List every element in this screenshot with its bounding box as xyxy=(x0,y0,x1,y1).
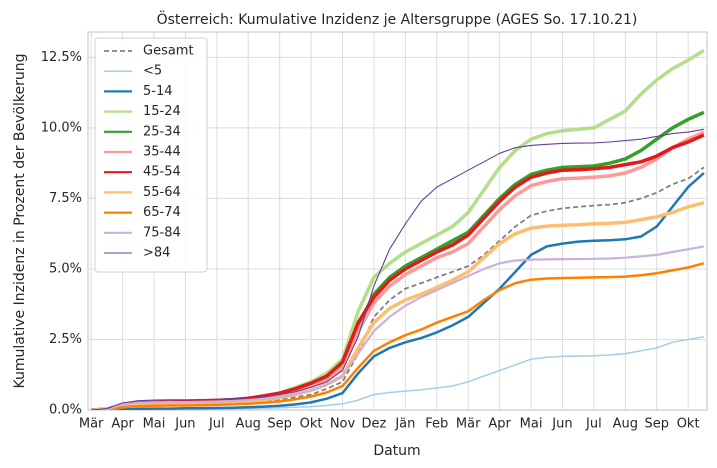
legend-label: 75-84 xyxy=(143,225,181,240)
x-tick-label: Mai xyxy=(143,417,166,432)
x-tick-label: Mär xyxy=(456,417,481,432)
y-tick-label: 10.0% xyxy=(41,120,82,135)
x-tick-label: Sep xyxy=(644,417,669,432)
x-tick-label: Jul xyxy=(208,417,225,432)
x-tick-label: Sep xyxy=(267,417,292,432)
x-tick-label: Jän xyxy=(394,417,415,432)
legend-label: >84 xyxy=(143,246,170,261)
x-tick-label: Jun xyxy=(174,417,195,432)
legend-label: Gesamt xyxy=(143,44,194,59)
x-tick-label: Dez xyxy=(362,417,387,432)
y-tick-label: 0.0% xyxy=(49,403,82,418)
series-line xyxy=(91,245,705,410)
y-axis-label: Kumulative Inzidenz in Prozent der Bevöl… xyxy=(12,54,28,389)
x-tick-label: Mai xyxy=(520,417,543,432)
plot-frame xyxy=(87,31,708,411)
legend-label: 65-74 xyxy=(143,205,181,220)
legend-label: 25-34 xyxy=(143,124,181,139)
legend-label: 35-44 xyxy=(143,145,181,160)
legend-label: <5 xyxy=(143,64,162,79)
y-tick-label: 7.5% xyxy=(49,191,82,206)
x-tick-label: Apr xyxy=(111,417,134,432)
y-tick-label: 2.5% xyxy=(49,332,82,347)
x-tick-label: Jun xyxy=(551,417,572,432)
legend-label: 15-24 xyxy=(143,104,181,119)
series-line xyxy=(91,335,705,410)
x-tick-label: Jul xyxy=(585,417,602,432)
series-line xyxy=(91,262,705,410)
legend-label: 45-54 xyxy=(143,165,181,180)
x-tick-label: Apr xyxy=(488,417,511,432)
y-tick-label: 12.5% xyxy=(41,50,82,65)
legend-label: 5-14 xyxy=(143,84,173,99)
x-tick-label: Mär xyxy=(79,417,104,432)
series-line xyxy=(91,128,704,410)
x-tick-label: Aug xyxy=(613,417,638,432)
series-line xyxy=(91,172,705,410)
legend-label: 55-64 xyxy=(143,185,181,200)
y-tick-label: 5.0% xyxy=(49,261,82,276)
x-tick-label: Nov xyxy=(330,417,356,432)
chart-title: Österreich: Kumulative Inzidenz je Alter… xyxy=(157,10,638,28)
x-tick-label: Aug xyxy=(236,417,261,432)
x-tick-label: Okt xyxy=(677,417,700,432)
x-axis-label: Datum xyxy=(373,443,420,459)
series-line xyxy=(91,166,705,410)
x-tick-label: Okt xyxy=(300,417,323,432)
x-tick-label: Feb xyxy=(425,417,448,432)
